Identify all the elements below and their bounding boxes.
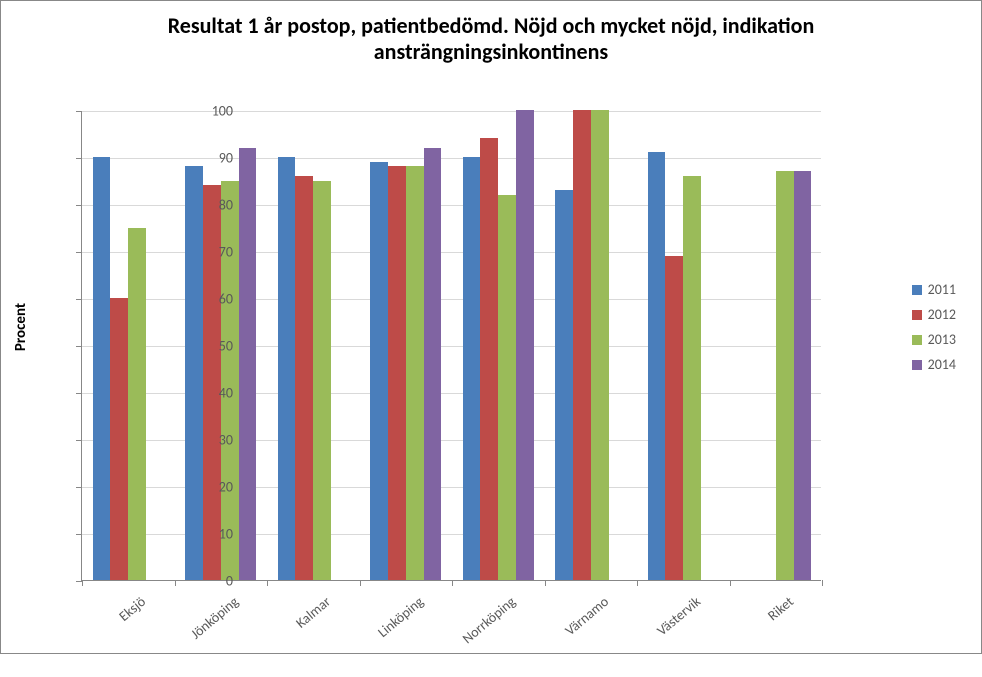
x-tick [822,580,823,586]
y-tick-label: 50 [183,338,233,355]
y-tick [76,252,82,253]
y-tick-label: 30 [183,432,233,449]
x-tick-label: Värnamo [516,593,611,677]
y-tick [76,440,82,441]
x-tick-label: Västervik [609,593,704,677]
bar [406,166,424,580]
x-tick [175,580,176,586]
y-tick [76,299,82,300]
bar [93,157,111,580]
bar [794,171,812,580]
y-tick-label: 90 [183,150,233,167]
y-tick [76,158,82,159]
y-tick [76,534,82,535]
bar [313,181,331,581]
legend-label: 2014 [928,356,956,373]
x-tick [452,580,453,586]
legend-swatch [912,360,922,370]
legend-item: 2012 [912,306,956,323]
bar [239,148,257,580]
y-axis-title: Procent [12,303,30,351]
bar [278,157,296,580]
y-tick [76,393,82,394]
x-tick-label: Eksjö [54,593,149,677]
legend-swatch [912,285,922,295]
y-tick-label: 10 [183,526,233,543]
x-tick-label: Riket [701,593,796,677]
legend-item: 2011 [912,281,956,298]
bar [516,110,534,580]
legend-item: 2013 [912,331,956,348]
legend-label: 2013 [928,331,956,348]
x-tick-label: Norrköping [424,593,519,677]
bar [463,157,481,580]
bar [295,176,313,580]
bar [776,171,794,580]
bar [648,152,666,580]
chart-container: Resultat 1 år postop, patientbedömd. Nöj… [0,0,982,654]
legend-label: 2011 [928,281,956,298]
x-tick [82,580,83,586]
x-tick-label: Jönköping [146,593,241,677]
x-tick [267,580,268,586]
y-tick-label: 60 [183,291,233,308]
x-tick-label: Kalmar [239,593,334,677]
x-tick [360,580,361,586]
y-tick [76,205,82,206]
y-tick-label: 40 [183,385,233,402]
bar [388,166,406,580]
bar [110,298,128,580]
y-tick-label: 100 [183,103,233,120]
bar [185,166,203,580]
x-tick-label: Linköping [331,593,426,677]
legend-item: 2014 [912,356,956,373]
y-tick [76,111,82,112]
bar [480,138,498,580]
legend-label: 2012 [928,306,956,323]
bar [424,148,442,580]
chart-title: Resultat 1 år postop, patientbedömd. Nöj… [1,13,981,66]
x-tick [545,580,546,586]
bar [370,162,388,580]
y-tick-label: 80 [183,197,233,214]
x-tick [730,580,731,586]
bar [498,195,516,580]
bar [128,228,146,581]
y-tick-label: 70 [183,244,233,261]
y-tick-label: 0 [183,573,233,590]
x-tick [637,580,638,586]
legend: 2011 2012 2013 2014 [912,273,956,381]
bar [683,176,701,580]
bar [555,190,573,580]
bar [221,181,239,581]
bar [665,256,683,580]
y-tick [76,487,82,488]
bar [573,110,591,580]
y-tick-label: 20 [183,479,233,496]
legend-swatch [912,335,922,345]
legend-swatch [912,310,922,320]
bar [591,110,609,580]
y-tick [76,346,82,347]
